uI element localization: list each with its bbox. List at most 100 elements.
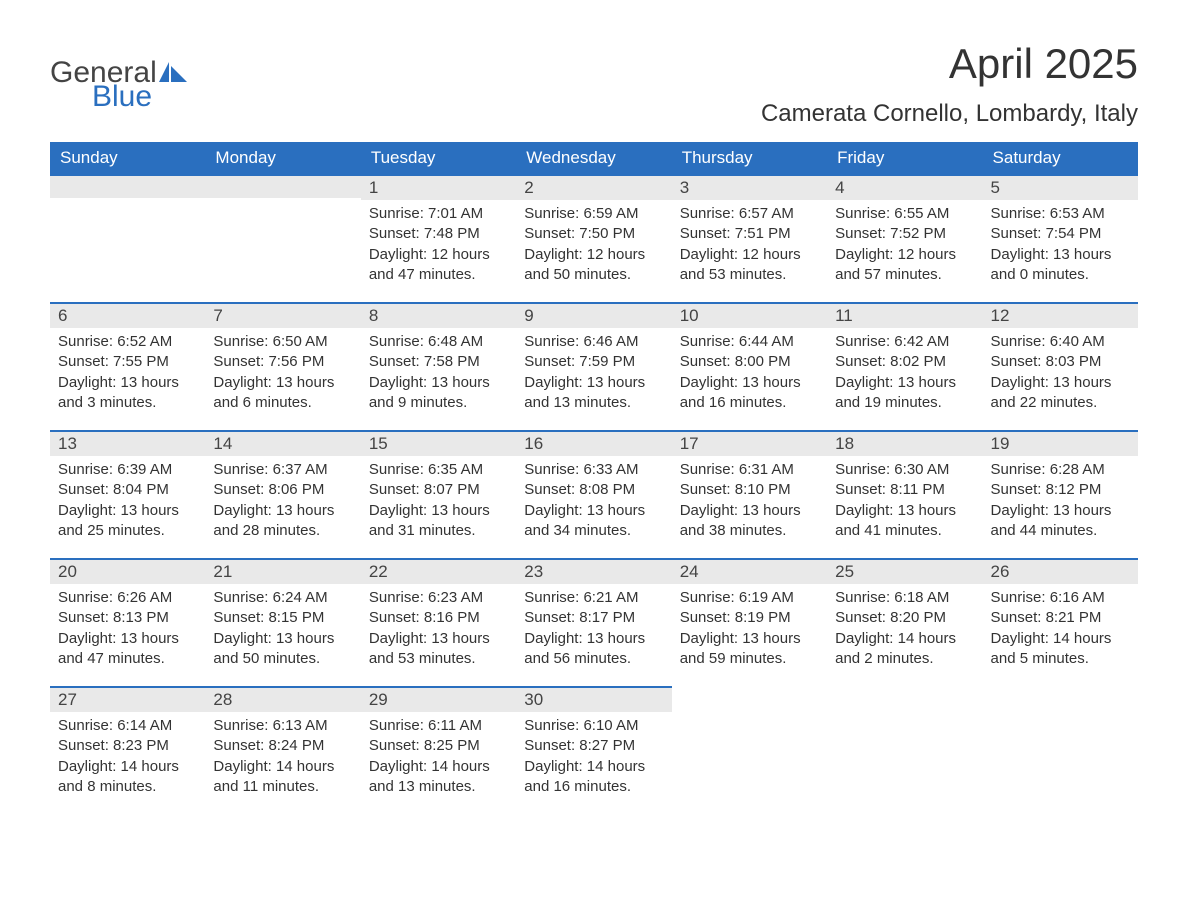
day-number: 3 [672, 174, 827, 200]
sunrise-text: Sunrise: 6:28 AM [991, 460, 1130, 480]
sunrise-text: Sunrise: 6:23 AM [369, 588, 508, 608]
sunrise-text: Sunrise: 6:13 AM [213, 716, 352, 736]
day-details: Sunrise: 6:35 AMSunset: 8:07 PMDaylight:… [361, 456, 516, 547]
day-details: Sunrise: 6:57 AMSunset: 7:51 PMDaylight:… [672, 200, 827, 291]
day-number: 30 [516, 686, 671, 712]
day-details: Sunrise: 6:33 AMSunset: 8:08 PMDaylight:… [516, 456, 671, 547]
calendar-cell: 20Sunrise: 6:26 AMSunset: 8:13 PMDayligh… [50, 558, 205, 686]
day-details: Sunrise: 6:46 AMSunset: 7:59 PMDaylight:… [516, 328, 671, 419]
day-details: Sunrise: 6:26 AMSunset: 8:13 PMDaylight:… [50, 584, 205, 675]
day-number: 10 [672, 302, 827, 328]
sunrise-text: Sunrise: 6:18 AM [835, 588, 974, 608]
daylight-text: Daylight: 13 hours and 34 minutes. [524, 501, 663, 542]
daylight-text: Daylight: 13 hours and 47 minutes. [58, 629, 197, 670]
calendar-cell: 2Sunrise: 6:59 AMSunset: 7:50 PMDaylight… [516, 174, 671, 302]
title-block: April 2025 Camerata Cornello, Lombardy, … [761, 40, 1138, 128]
weekday-header-row: Sunday Monday Tuesday Wednesday Thursday… [50, 142, 1138, 174]
calendar-cell: 19Sunrise: 6:28 AMSunset: 8:12 PMDayligh… [983, 430, 1138, 558]
day-details: Sunrise: 6:24 AMSunset: 8:15 PMDaylight:… [205, 584, 360, 675]
day-details: Sunrise: 6:11 AMSunset: 8:25 PMDaylight:… [361, 712, 516, 803]
calendar-cell: 18Sunrise: 6:30 AMSunset: 8:11 PMDayligh… [827, 430, 982, 558]
sunset-text: Sunset: 7:52 PM [835, 224, 974, 244]
daylight-text: Daylight: 13 hours and 41 minutes. [835, 501, 974, 542]
sunrise-text: Sunrise: 6:59 AM [524, 204, 663, 224]
sunset-text: Sunset: 8:11 PM [835, 480, 974, 500]
calendar-cell: 6Sunrise: 6:52 AMSunset: 7:55 PMDaylight… [50, 302, 205, 430]
month-title: April 2025 [761, 40, 1138, 88]
calendar-cell [827, 686, 982, 804]
sunrise-text: Sunrise: 6:46 AM [524, 332, 663, 352]
calendar-cell: 27Sunrise: 6:14 AMSunset: 8:23 PMDayligh… [50, 686, 205, 804]
day-number: 4 [827, 174, 982, 200]
calendar-cell: 3Sunrise: 6:57 AMSunset: 7:51 PMDaylight… [672, 174, 827, 302]
weekday-header: Friday [827, 142, 982, 174]
calendar-week-row: 13Sunrise: 6:39 AMSunset: 8:04 PMDayligh… [50, 430, 1138, 558]
day-number: 11 [827, 302, 982, 328]
calendar-cell: 13Sunrise: 6:39 AMSunset: 8:04 PMDayligh… [50, 430, 205, 558]
daylight-text: Daylight: 13 hours and 28 minutes. [213, 501, 352, 542]
sunrise-text: Sunrise: 6:26 AM [58, 588, 197, 608]
calendar-cell [672, 686, 827, 804]
sunrise-text: Sunrise: 6:35 AM [369, 460, 508, 480]
daylight-text: Daylight: 14 hours and 8 minutes. [58, 757, 197, 798]
daylight-text: Daylight: 13 hours and 56 minutes. [524, 629, 663, 670]
sunset-text: Sunset: 7:58 PM [369, 352, 508, 372]
sunrise-text: Sunrise: 6:33 AM [524, 460, 663, 480]
daylight-text: Daylight: 13 hours and 50 minutes. [213, 629, 352, 670]
day-details: Sunrise: 6:28 AMSunset: 8:12 PMDaylight:… [983, 456, 1138, 547]
daylight-text: Daylight: 14 hours and 16 minutes. [524, 757, 663, 798]
calendar-cell: 10 Sunrise: 6:44 AMSunset: 8:00 PMDayligh… [672, 302, 827, 430]
sunset-text: Sunset: 8:24 PM [213, 736, 352, 756]
calendar-cell: 1Sunrise: 7:01 AMSunset: 7:48 PMDaylight… [361, 174, 516, 302]
sunset-text: Sunset: 7:59 PM [524, 352, 663, 372]
day-number: 14 [205, 430, 360, 456]
daylight-text: Daylight: 13 hours and 38 minutes. [680, 501, 819, 542]
calendar-cell: 16Sunrise: 6:33 AMSunset: 8:08 PMDayligh… [516, 430, 671, 558]
sunrise-text: Sunrise: 6:10 AM [524, 716, 663, 736]
calendar-cell: 14Sunrise: 6:37 AMSunset: 8:06 PMDayligh… [205, 430, 360, 558]
calendar-week-row: 27Sunrise: 6:14 AMSunset: 8:23 PMDayligh… [50, 686, 1138, 804]
day-details: Sunrise: 6:19 AMSunset: 8:19 PMDaylight:… [672, 584, 827, 675]
day-number: 24 [672, 558, 827, 584]
day-details: Sunrise: 6:30 AMSunset: 8:11 PMDaylight:… [827, 456, 982, 547]
calendar-cell: 30 Sunrise: 6:10 AMSunset: 8:27 PMDayligh… [516, 686, 671, 804]
calendar-cell: 21Sunrise: 6:24 AMSunset: 8:15 PMDayligh… [205, 558, 360, 686]
daylight-text: Daylight: 13 hours and 9 minutes. [369, 373, 508, 414]
daylight-text: Daylight: 12 hours and 53 minutes. [680, 245, 819, 286]
daylight-text: Daylight: 13 hours and 16 minutes. [680, 373, 819, 414]
sunrise-text: Sunrise: 6:44 AM [680, 332, 819, 352]
daylight-text: Daylight: 13 hours and 13 minutes. [524, 373, 663, 414]
sunset-text: Sunset: 8:17 PM [524, 608, 663, 628]
day-details: Sunrise: 7:01 AMSunset: 7:48 PMDaylight:… [361, 200, 516, 291]
sunset-text: Sunset: 8:27 PM [524, 736, 663, 756]
calendar-table: Sunday Monday Tuesday Wednesday Thursday… [50, 142, 1138, 804]
sunset-text: Sunset: 8:15 PM [213, 608, 352, 628]
daylight-text: Daylight: 12 hours and 50 minutes. [524, 245, 663, 286]
weekday-header: Saturday [983, 142, 1138, 174]
day-details: Sunrise: 6:48 AMSunset: 7:58 PMDaylight:… [361, 328, 516, 419]
daylight-text: Daylight: 14 hours and 5 minutes. [991, 629, 1130, 670]
sunset-text: Sunset: 8:04 PM [58, 480, 197, 500]
calendar-week-row: 1Sunrise: 7:01 AMSunset: 7:48 PMDaylight… [50, 174, 1138, 302]
day-number: 28 [205, 686, 360, 712]
sunrise-text: Sunrise: 6:11 AM [369, 716, 508, 736]
calendar-week-row: 20Sunrise: 6:26 AMSunset: 8:13 PMDayligh… [50, 558, 1138, 686]
day-number: 13 [50, 430, 205, 456]
day-number: 29 [361, 686, 516, 712]
weekday-header: Tuesday [361, 142, 516, 174]
calendar-cell: 7Sunrise: 6:50 AMSunset: 7:56 PMDaylight… [205, 302, 360, 430]
sunset-text: Sunset: 8:08 PM [524, 480, 663, 500]
day-number: 19 [983, 430, 1138, 456]
day-number: 9 [516, 302, 671, 328]
sunset-text: Sunset: 7:48 PM [369, 224, 508, 244]
day-details: Sunrise: 6:14 AMSunset: 8:23 PMDaylight:… [50, 712, 205, 803]
day-details: Sunrise: 6:59 AMSunset: 7:50 PMDaylight:… [516, 200, 671, 291]
sunset-text: Sunset: 8:00 PM [680, 352, 819, 372]
daylight-text: Daylight: 14 hours and 2 minutes. [835, 629, 974, 670]
day-number: 18 [827, 430, 982, 456]
sunset-text: Sunset: 7:50 PM [524, 224, 663, 244]
sunset-text: Sunset: 8:20 PM [835, 608, 974, 628]
sunrise-text: Sunrise: 6:19 AM [680, 588, 819, 608]
daylight-text: Daylight: 12 hours and 47 minutes. [369, 245, 508, 286]
daylight-text: Daylight: 13 hours and 22 minutes. [991, 373, 1130, 414]
